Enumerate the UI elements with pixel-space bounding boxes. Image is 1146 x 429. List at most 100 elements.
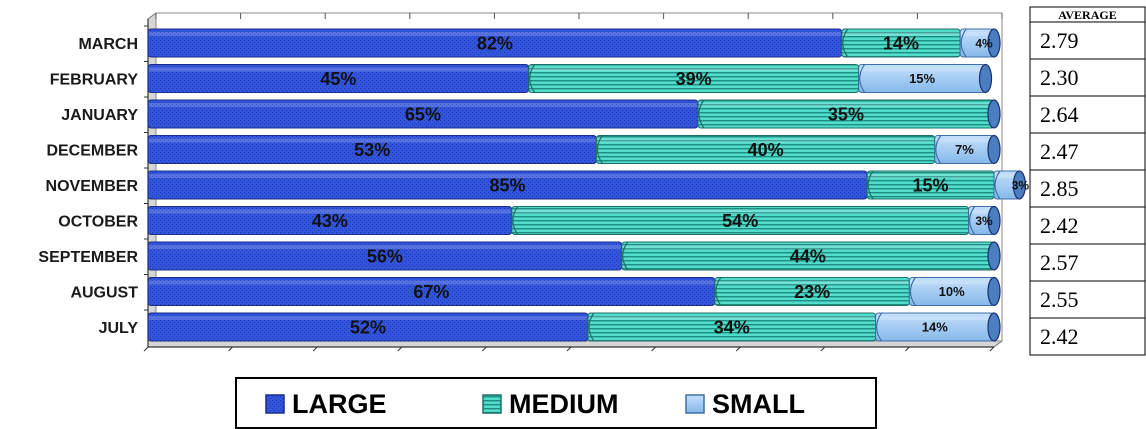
bar-highlight: [588, 316, 875, 320]
value-axis-tick: [482, 346, 487, 352]
segment-joint: [596, 135, 603, 164]
legend-label-medium: MEDIUM: [509, 389, 619, 419]
bar-highlight: [961, 32, 993, 36]
value-axis-tick: [228, 346, 233, 352]
average-value: 2.79: [1040, 28, 1079, 53]
segment-joint: [859, 64, 866, 93]
bar-highlight: [910, 280, 993, 285]
bar-end-cap: [987, 99, 1001, 129]
legend-box: [235, 377, 877, 429]
average-header: AVERAGE: [1058, 8, 1116, 22]
average-cell: [1029, 169, 1146, 208]
legend-swatch-large: [265, 394, 285, 414]
bar-highlight: [868, 174, 993, 178]
bar-highlight: [876, 316, 993, 320]
bar-highlight: [842, 32, 960, 36]
data-label-medium: 15%: [913, 175, 949, 195]
data-label-small: 3%: [975, 214, 993, 228]
segment-joint: [588, 312, 595, 342]
bar-highlight: [969, 209, 993, 214]
data-label-small: 3%: [1012, 178, 1030, 192]
legend-label-large: LARGE: [292, 389, 387, 419]
data-label-large: 43%: [312, 211, 348, 231]
segment-joint: [512, 206, 519, 235]
value-axis-tick: [989, 346, 995, 352]
category-label: SEPTEMBER: [38, 249, 138, 266]
average-cell: [1029, 243, 1146, 282]
legend-label-small: SMALL: [712, 389, 805, 419]
average-value: 2.42: [1040, 324, 1079, 349]
bar-end-cap: [978, 63, 993, 94]
value-axis-tick: [397, 346, 403, 352]
value-axis-tick: [820, 346, 826, 352]
category-label: MARCH: [78, 36, 138, 53]
data-label-medium: 35%: [828, 104, 864, 124]
data-label-large: 65%: [405, 104, 441, 124]
average-value: 2.64: [1040, 102, 1079, 127]
average-value: 2.57: [1040, 250, 1079, 275]
bar-end-cap: [987, 241, 1001, 271]
data-label-large: 82%: [477, 33, 513, 53]
data-label-medium: 40%: [748, 140, 784, 160]
average-value: 2.85: [1040, 176, 1079, 201]
value-axis-tick: [566, 346, 572, 352]
bar-highlight: [149, 103, 697, 107]
segment-joint: [529, 64, 536, 93]
average-cell: [1029, 206, 1146, 245]
segment-joint: [935, 135, 942, 164]
bar-highlight: [935, 138, 993, 143]
average-cell: [1029, 21, 1146, 60]
category-axis: MARCH FEBRUARY JANUARY DECEMBER NOVEMBER OCTO…: [38, 25, 148, 337]
data-label-small: 15%: [909, 71, 935, 86]
legend: LARGE MEDIUM SMALL: [235, 377, 877, 429]
category-label: JANUARY: [61, 107, 138, 124]
legend-swatch-small: [685, 394, 705, 414]
segment-joint: [842, 28, 849, 58]
value-axis-tick: [905, 346, 910, 352]
segment-joint: [715, 277, 722, 306]
data-label-medium: 23%: [794, 282, 830, 302]
bar-highlight: [149, 280, 714, 285]
value-axis-tick: [735, 346, 741, 352]
segment-joint: [969, 206, 976, 235]
segment-joint: [960, 28, 967, 58]
data-label-large: 52%: [350, 317, 386, 337]
category-label: AUGUST: [70, 285, 138, 302]
value-axis-tick: [143, 346, 149, 352]
data-label-medium: 14%: [883, 33, 919, 53]
segment-joint: [994, 170, 1001, 200]
bar-highlight: [529, 67, 858, 72]
data-label-small: 7%: [955, 142, 974, 157]
data-label-large: 67%: [413, 282, 449, 302]
segment-joint: [698, 99, 705, 129]
bar-highlight: [149, 316, 587, 320]
category-label: FEBRUARY: [50, 72, 139, 89]
bar-highlight: [597, 138, 934, 143]
segment-joint: [875, 312, 883, 342]
data-label-large: 53%: [354, 140, 390, 160]
bar-end-cap: [987, 276, 1001, 307]
data-label-small: 14%: [922, 320, 948, 335]
category-label: JULY: [99, 320, 139, 337]
data-label-large: 56%: [367, 246, 403, 266]
bar-end-cap: [1012, 170, 1026, 200]
bar-highlight: [995, 174, 1019, 178]
bar-highlight: [859, 67, 985, 72]
category-label: NOVEMBER: [46, 178, 139, 195]
value-axis-tick: [651, 346, 656, 352]
legend-swatch-medium: [482, 394, 502, 414]
bar-end-cap: [987, 28, 1001, 58]
bar-highlight: [149, 245, 621, 249]
bar-highlight: [149, 209, 511, 214]
average-cell: [1029, 317, 1146, 356]
bar-highlight: [149, 67, 528, 72]
bar-end-cap: [987, 205, 1001, 236]
average-cell: [1029, 95, 1146, 134]
data-label-large: 45%: [320, 69, 356, 89]
bar-end-cap: [987, 134, 1001, 165]
bar-series: 82% 14% 4% 45% 39% 15% 65% 35% 53% 40% 7% 85% 15% 3% 4…: [147, 28, 1030, 342]
bar-highlight: [715, 280, 909, 285]
bar-highlight: [512, 209, 968, 214]
data-label-medium: 39%: [676, 69, 712, 89]
